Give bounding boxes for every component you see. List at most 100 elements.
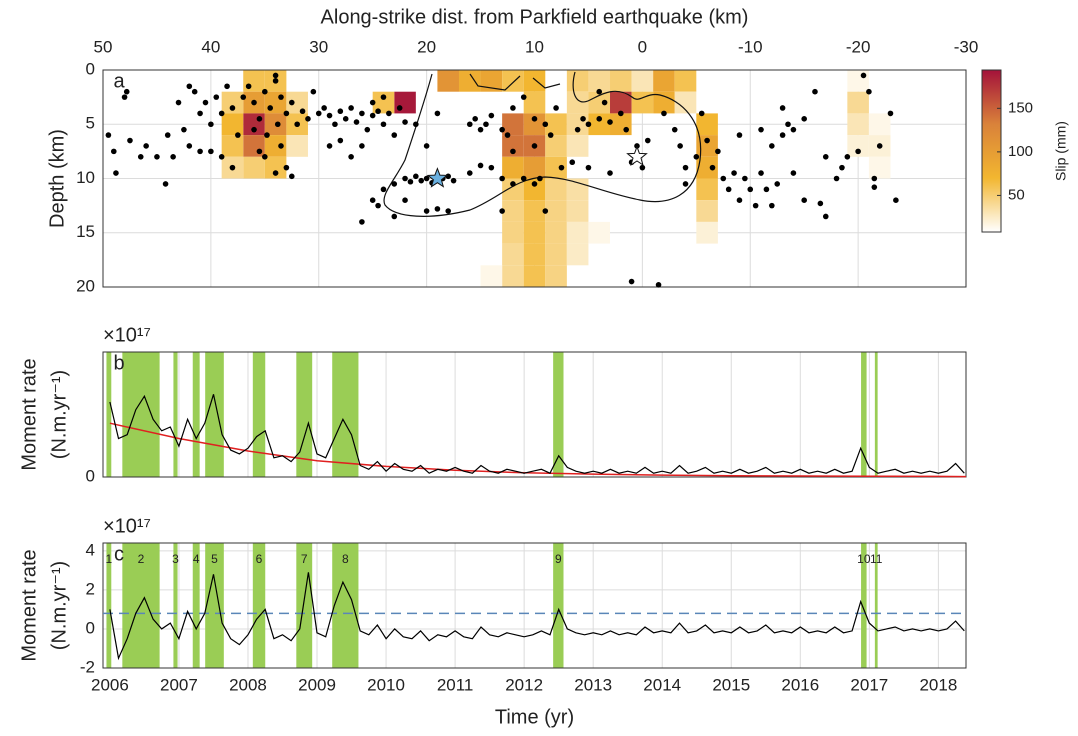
y-tick-label: 2 — [86, 579, 95, 598]
y-tick-label: 0 — [86, 466, 95, 485]
episode-band — [252, 352, 266, 477]
seismic-event — [123, 88, 130, 95]
seismic-event — [240, 94, 247, 100]
seismic-event — [580, 116, 586, 122]
seismic-event — [375, 202, 381, 209]
seismic-event — [278, 94, 284, 100]
seismic-event — [779, 105, 786, 111]
x-tick-label: 2008 — [229, 675, 267, 694]
seismic-event — [483, 121, 489, 128]
seismic-event — [445, 208, 452, 214]
slip-cell — [566, 91, 589, 114]
seismic-event — [731, 170, 737, 176]
slip-cell — [545, 113, 567, 136]
colorbar-title: Slip (mm) — [1053, 121, 1069, 181]
seismic-event — [542, 208, 549, 214]
panel-label: c — [114, 543, 124, 565]
seismic-event — [542, 121, 549, 128]
x-tick-label: 2011 — [437, 675, 474, 694]
seismic-event — [386, 110, 392, 117]
slip-cell — [523, 243, 546, 266]
slip-cell — [221, 135, 244, 157]
seismic-event — [380, 186, 387, 193]
slip-cell — [523, 113, 546, 136]
seismic-event — [574, 126, 581, 133]
seismic-event — [288, 173, 295, 180]
slip-cell — [566, 221, 589, 244]
seismic-event — [537, 175, 543, 182]
seismic-event — [208, 148, 214, 155]
axes-box — [102, 69, 967, 288]
seismic-event — [618, 110, 624, 117]
seismic-event — [553, 105, 559, 111]
seismic-event — [488, 164, 495, 171]
x-tick-label: 30 — [309, 37, 328, 56]
seismic-event — [682, 164, 689, 171]
slip-cell — [631, 70, 654, 92]
seismic-event — [725, 186, 732, 193]
y-tick-label: 15 — [76, 222, 95, 241]
seismic-event — [477, 162, 484, 169]
seismic-event — [644, 137, 651, 144]
slip-cell — [264, 135, 287, 157]
x-tick-label: 2018 — [919, 675, 957, 694]
seismic-event — [256, 148, 263, 155]
episode-label: 8 — [342, 552, 349, 566]
episode-band — [861, 543, 867, 668]
colorbar — [981, 69, 1002, 233]
hypocenter-star — [426, 167, 449, 188]
seismic-event — [655, 282, 662, 288]
slip-cell — [243, 70, 265, 92]
plot-area — [103, 543, 966, 668]
seismic-event — [801, 116, 807, 122]
y-axis-title: Moment rate — [18, 549, 40, 661]
seismic-event — [264, 132, 270, 138]
slip-cell — [502, 200, 524, 222]
seismic-event — [235, 132, 241, 138]
seismic-event — [466, 170, 473, 176]
seismic-event — [893, 197, 899, 203]
seismic-event — [477, 126, 484, 133]
seismic-event — [418, 177, 425, 184]
seismic-event — [499, 175, 505, 182]
seismic-event — [623, 126, 629, 133]
slip-cell — [221, 113, 244, 136]
seismic-event — [229, 164, 236, 171]
y-axis-title: (N.m.yr⁻¹) — [48, 561, 70, 650]
x-tick-label: 20 — [417, 37, 436, 56]
seismic-event — [218, 110, 225, 117]
seismic-event — [105, 132, 112, 138]
episode-label: 2 — [138, 552, 145, 566]
seismic-event — [369, 99, 376, 106]
slip-cell — [631, 91, 654, 114]
seismic-event — [251, 99, 257, 106]
episode-band — [332, 352, 359, 477]
slip-cell — [610, 91, 632, 114]
slip-cell — [696, 156, 718, 179]
slip-cell — [394, 91, 416, 114]
seismic-event — [272, 170, 279, 176]
episode-band — [296, 352, 313, 477]
seismic-event — [596, 116, 603, 122]
slip-cell — [588, 221, 611, 244]
y-tick-label: 10 — [76, 168, 95, 187]
seismic-event — [353, 119, 360, 125]
seismic-event — [531, 116, 538, 122]
x-tick-label: 2012 — [505, 675, 543, 694]
slip-cell — [696, 113, 718, 136]
seismic-event — [569, 159, 576, 166]
slip-cell — [372, 91, 395, 114]
seismic-event — [175, 99, 182, 106]
slip-cell — [545, 135, 567, 157]
seismic-event — [628, 278, 635, 285]
x-tick-label: 40 — [201, 37, 220, 56]
x-axis-title: Time (yr) — [495, 706, 574, 728]
axes-box — [102, 542, 967, 669]
axis-multiplier: ×10¹⁷ — [103, 324, 151, 346]
slip-cell — [437, 70, 459, 92]
slip-cell — [523, 221, 546, 244]
x-tick-label: 2017 — [850, 675, 888, 694]
panel-label: a — [113, 70, 125, 92]
seismic-event — [434, 206, 441, 212]
slip-cell — [545, 178, 567, 201]
